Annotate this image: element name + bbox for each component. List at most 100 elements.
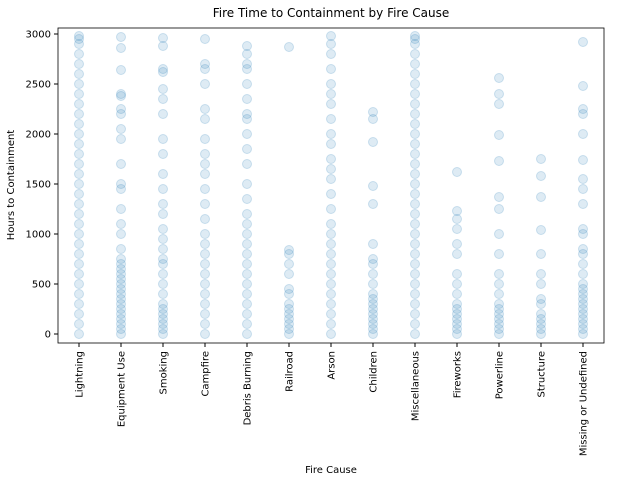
point: [410, 129, 420, 139]
point: [116, 304, 126, 314]
point: [242, 179, 252, 189]
point: [74, 39, 84, 49]
point: [410, 209, 420, 219]
point: [284, 289, 294, 299]
point: [74, 329, 84, 339]
point: [158, 234, 168, 244]
point: [452, 269, 462, 279]
point: [116, 274, 126, 284]
point: [410, 139, 420, 149]
point: [578, 329, 588, 339]
point: [578, 314, 588, 324]
point: [410, 39, 420, 49]
point: [74, 149, 84, 159]
point: [242, 289, 252, 299]
point: [158, 309, 168, 319]
point: [74, 199, 84, 209]
point: [200, 329, 210, 339]
point: [326, 229, 336, 239]
point: [158, 289, 168, 299]
x-tick-label: Lightning: [75, 351, 86, 398]
point: [158, 299, 168, 309]
x-tick-label: Structure: [537, 351, 548, 398]
point: [158, 84, 168, 94]
point: [284, 329, 294, 339]
point: [158, 259, 168, 269]
y-tick-label: 1500: [26, 180, 51, 191]
point: [368, 319, 378, 329]
point: [200, 64, 210, 74]
point: [326, 174, 336, 184]
point: [494, 269, 504, 279]
point: [536, 314, 546, 324]
point: [326, 249, 336, 259]
x-tick-label: Missing or Undefined: [579, 351, 590, 456]
y-tick-label: 2000: [26, 130, 51, 141]
point: [200, 239, 210, 249]
point: [284, 284, 294, 294]
point: [410, 169, 420, 179]
point: [536, 329, 546, 339]
point: [200, 79, 210, 89]
point: [158, 244, 168, 254]
point: [410, 189, 420, 199]
point: [578, 244, 588, 254]
y-tick-label: 0: [45, 330, 51, 341]
point: [452, 324, 462, 334]
point: [326, 49, 336, 59]
point: [494, 304, 504, 314]
point: [74, 69, 84, 79]
point: [452, 289, 462, 299]
point: [158, 33, 168, 43]
point: [158, 169, 168, 179]
point: [116, 264, 126, 274]
point: [536, 324, 546, 334]
point: [74, 309, 84, 319]
point: [368, 107, 378, 117]
point: [158, 269, 168, 279]
point: [326, 99, 336, 109]
point: [326, 219, 336, 229]
point: [494, 229, 504, 239]
point: [452, 239, 462, 249]
point: [494, 204, 504, 214]
point: [536, 309, 546, 319]
point: [410, 149, 420, 159]
x-tick-label: Miscellaneous: [411, 351, 422, 421]
point: [410, 59, 420, 69]
point: [74, 319, 84, 329]
point: [116, 134, 126, 144]
point: [452, 304, 462, 314]
point: [158, 314, 168, 324]
point: [158, 64, 168, 74]
point: [452, 299, 462, 309]
point: [74, 119, 84, 129]
point: [284, 299, 294, 309]
point: [74, 259, 84, 269]
point: [200, 159, 210, 169]
point: [200, 104, 210, 114]
point: [578, 304, 588, 314]
point: [368, 259, 378, 269]
point: [368, 304, 378, 314]
point: [410, 269, 420, 279]
point: [536, 249, 546, 259]
point: [242, 41, 252, 51]
point: [116, 294, 126, 304]
point: [116, 104, 126, 114]
point: [494, 324, 504, 334]
point: [242, 64, 252, 74]
point: [242, 159, 252, 169]
point: [452, 314, 462, 324]
point: [116, 299, 126, 309]
point: [410, 259, 420, 269]
point: [410, 239, 420, 249]
point: [284, 245, 294, 255]
point: [494, 89, 504, 99]
point: [326, 189, 336, 199]
point: [536, 319, 546, 329]
point: [326, 114, 336, 124]
points: [74, 31, 588, 339]
point: [410, 79, 420, 89]
point: [116, 289, 126, 299]
